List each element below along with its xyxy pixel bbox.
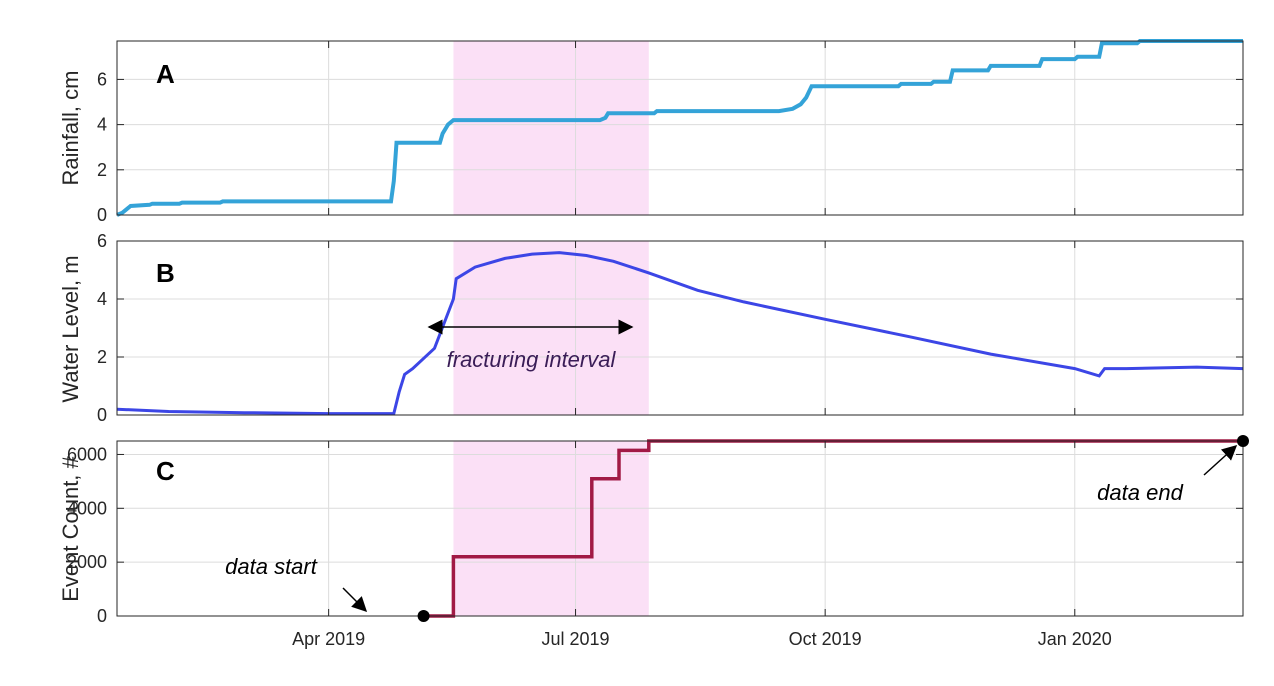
panel-c: 0 2000 4000 6000 Apr 2019 Jul 2019 Oct 2019 Ja… [58, 435, 1249, 649]
y-tick-label: 6000 [67, 444, 107, 464]
data-start-label: data start [225, 554, 318, 579]
panel-a-grid [117, 41, 1243, 216]
data-start-marker [417, 610, 430, 622]
x-tick-label: Oct 2019 [789, 629, 862, 649]
x-tick-label: Apr 2019 [292, 629, 365, 649]
panel-c-x-ticks: Apr 2019 Jul 2019 Oct 2019 Jan 2020 [292, 441, 1112, 649]
data-start-arrow [342, 587, 368, 613]
y-tick-label: 0 [97, 205, 107, 225]
panel-a-x-ticks [328, 41, 1076, 215]
panel-b-x-ticks [328, 241, 1076, 415]
y-tick-label: 4000 [67, 498, 107, 518]
panel-c-event-count-line [423, 439, 1243, 618]
x-tick-label: Jul 2019 [542, 629, 610, 649]
panel-c-grid [117, 441, 1243, 617]
panel-c-axes-box [116, 440, 1244, 617]
panel-b: 0 2 4 6 B Water Level, m fracturing interva… [58, 231, 1244, 425]
data-end-arrow [1203, 444, 1238, 476]
panel-c-y-ticks: 0 2000 4000 6000 [67, 444, 1243, 626]
panel-c-label: C [156, 456, 175, 486]
data-end-label: data end [1097, 480, 1183, 505]
y-tick-label: 2 [97, 160, 107, 180]
y-tick-label: 4 [97, 115, 107, 135]
panel-a-ylabel: Rainfall, cm [58, 71, 83, 186]
panel-b-label: B [156, 258, 175, 288]
y-tick-label: 0 [97, 405, 107, 425]
panel-b-shade [453, 241, 649, 415]
y-tick-label: 2000 [67, 552, 107, 572]
y-tick-label: 6 [97, 231, 107, 251]
panel-c-ylabel: Event Count, # [58, 455, 83, 601]
y-tick-label: 4 [97, 289, 107, 309]
panel-b-grid [117, 240, 1243, 416]
panel-b-y-ticks: 0 2 4 6 [97, 231, 1243, 425]
panel-a-y-ticks: 0 2 4 6 [97, 69, 1243, 225]
panel-c-shade [453, 441, 649, 616]
x-tick-label: Jan 2020 [1038, 629, 1112, 649]
panel-a-axes-box [116, 40, 1244, 216]
panel-a-label: A [156, 59, 175, 89]
panel-b-water-level-line [116, 251, 1244, 416]
y-tick-label: 2 [97, 347, 107, 367]
y-tick-label: 6 [97, 69, 107, 89]
panel-b-axes-box [116, 240, 1244, 416]
fracturing-interval-label: fracturing interval [447, 347, 617, 372]
panel-a-shade [453, 41, 649, 215]
panel-a: 0 2 4 6 A Rainfall, cm [58, 39, 1244, 225]
data-end-marker [1237, 435, 1249, 447]
panel-b-ylabel: Water Level, m [58, 255, 83, 402]
panel-a-rainfall-line [116, 39, 1243, 217]
y-tick-label: 0 [97, 606, 107, 626]
